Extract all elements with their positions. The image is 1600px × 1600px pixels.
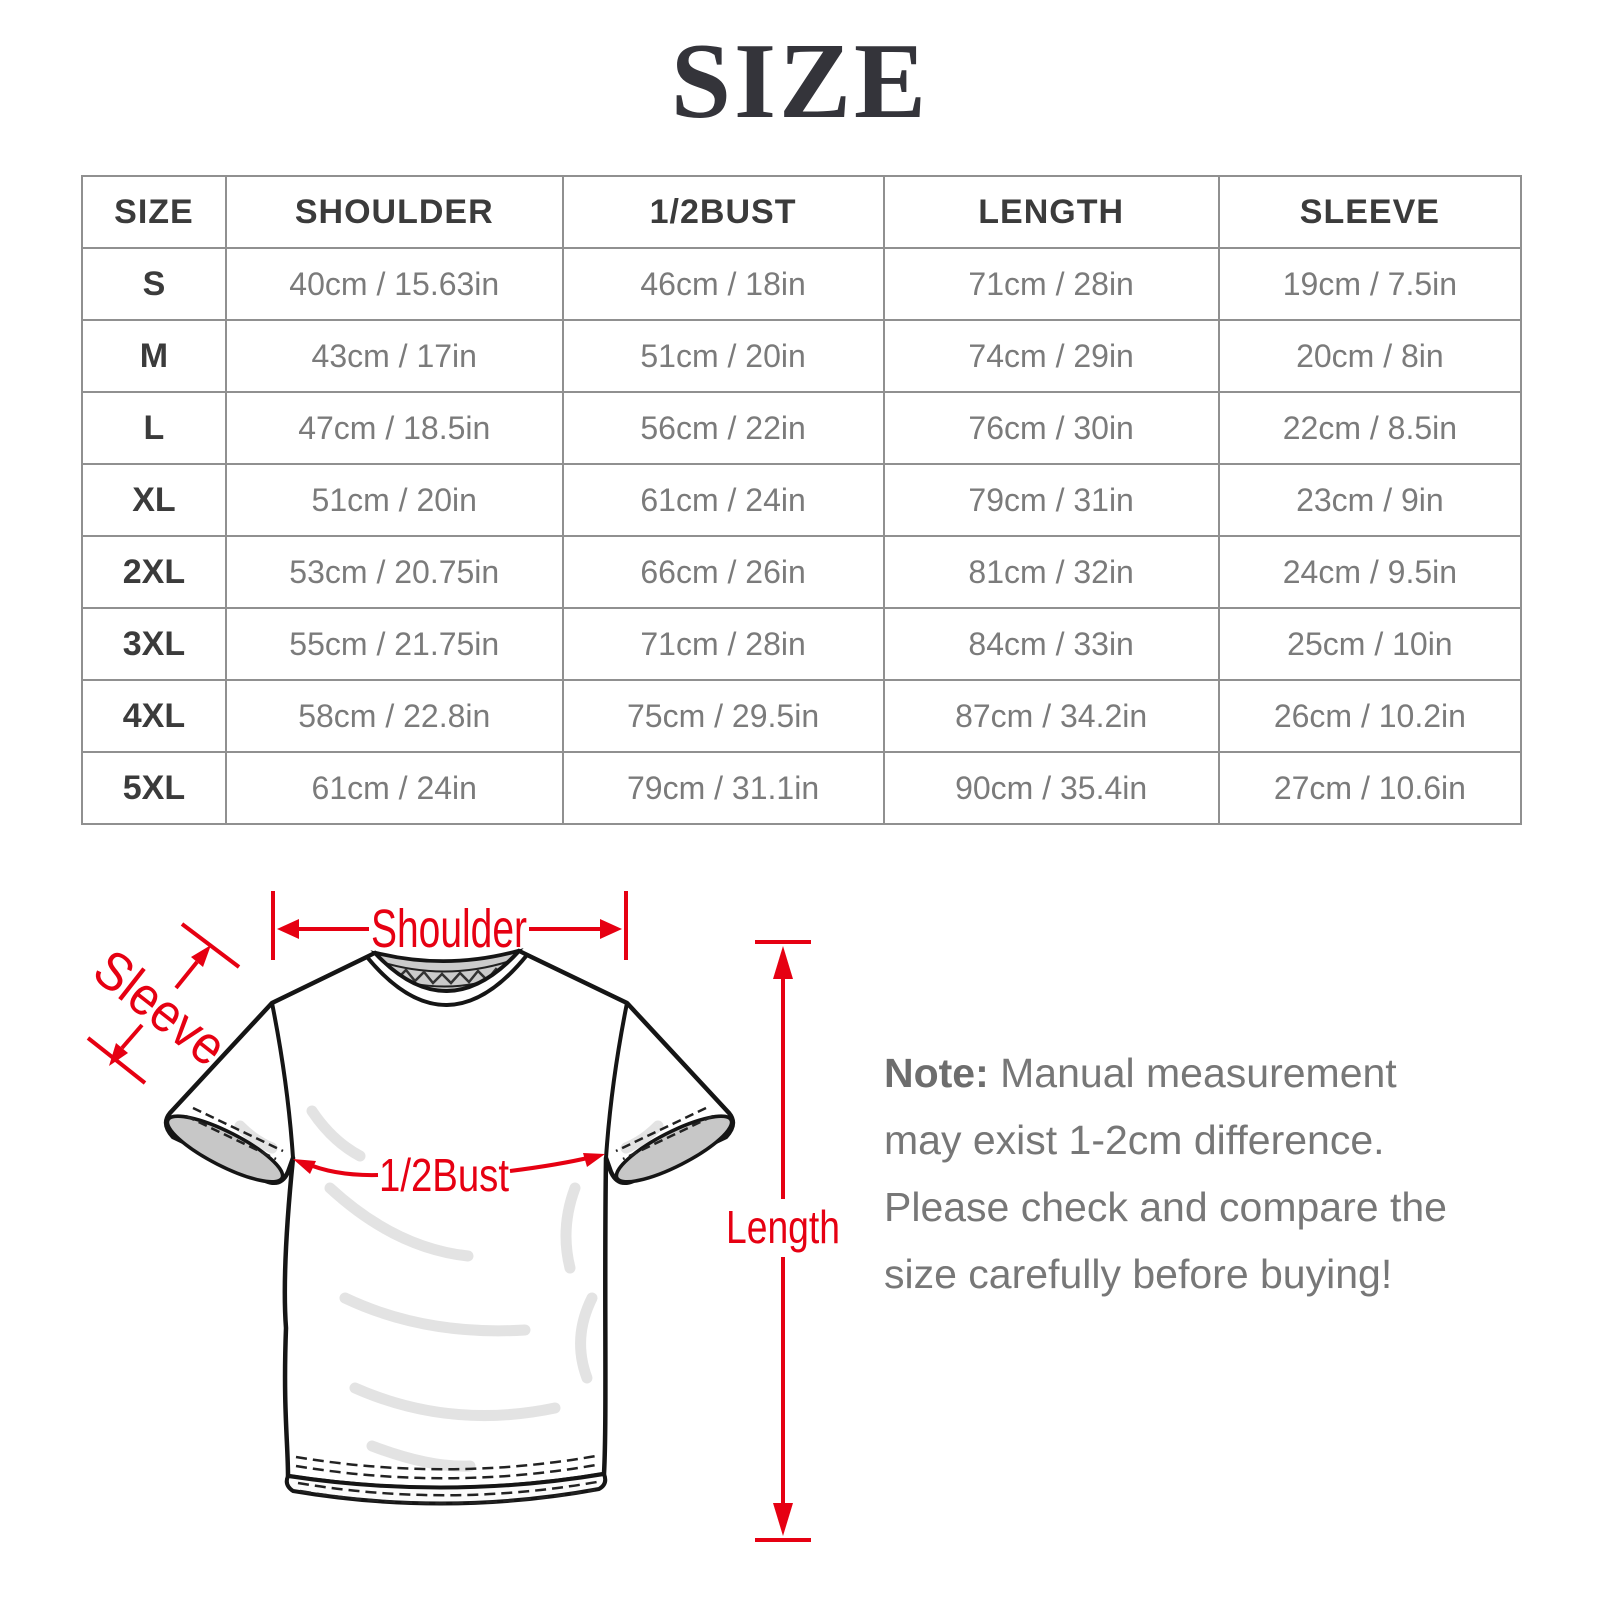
- hem-stitching: [295, 1454, 598, 1505]
- sleeve-cell: 23cm / 9in: [1217, 463, 1523, 537]
- bust-cell: 79cm / 31.1in: [561, 751, 885, 825]
- collar-band: [363, 948, 531, 1007]
- shoulder-cell: 47cm / 18.5in: [224, 391, 564, 465]
- sleeve-cell: 24cm / 9.5in: [1217, 535, 1523, 609]
- length-cell: 81cm / 32in: [882, 535, 1220, 609]
- size-cell: L: [81, 391, 227, 465]
- shoulder-cell: 58cm / 22.8in: [224, 679, 564, 753]
- bust-cell: 61cm / 24in: [561, 463, 885, 537]
- sleeve-measure: Sleeve: [82, 922, 241, 1085]
- size-table: SIZE SHOULDER 1/2BUST LENGTH SLEEVE S 40cm / …: [81, 175, 1523, 825]
- cuff-stitching: [185, 1106, 714, 1161]
- bust-cell: 66cm / 26in: [561, 535, 885, 609]
- bust-cell: 51cm / 20in: [561, 319, 885, 393]
- shoulder-cell: 53cm / 20.75in: [224, 535, 564, 609]
- armhole-seam-left: [270, 1002, 295, 1159]
- column-header: SLEEVE: [1217, 175, 1523, 249]
- length-cell: 74cm / 29in: [882, 319, 1220, 393]
- length-cell: 79cm / 31in: [882, 463, 1220, 537]
- table-row: 2XL 53cm / 20.75in 66cm / 26in 81cm / 32in 2…: [81, 535, 1523, 609]
- page-title: SIZE: [670, 22, 930, 141]
- size-cell: 2XL: [81, 535, 227, 609]
- size-cell: 4XL: [81, 679, 227, 753]
- sleeve-cell: 20cm / 8in: [1217, 319, 1523, 393]
- size-cell: 5XL: [81, 751, 227, 825]
- bust-cell: 71cm / 28in: [561, 607, 885, 681]
- length-cell: 84cm / 33in: [882, 607, 1220, 681]
- table-row: XL 51cm / 20in 61cm / 24in 79cm / 31in 23cm …: [81, 463, 1523, 537]
- shoulder-measure: Shoulder: [271, 891, 628, 960]
- note-label: Note:: [884, 1050, 989, 1096]
- bust-cell: 56cm / 22in: [561, 391, 885, 465]
- shoulder-measure-label: Shoulder: [371, 899, 527, 959]
- table-row: 5XL 61cm / 24in 79cm / 31.1in 90cm / 35.4in…: [81, 751, 1523, 825]
- size-diagram: Shoulder Sleeve 1/2Bust: [82, 891, 840, 1542]
- shoulder-cell: 55cm / 21.75in: [224, 607, 564, 681]
- table-row: S 40cm / 15.63in 46cm / 18in 71cm / 28in 19c…: [81, 247, 1523, 321]
- length-measure-label: Length: [726, 1201, 840, 1253]
- sleeve-cell: 27cm / 10.6in: [1217, 751, 1523, 825]
- hem-band: [284, 1471, 608, 1506]
- sleeve-cell: 26cm / 10.2in: [1217, 679, 1523, 753]
- length-cell: 87cm / 34.2in: [882, 679, 1220, 753]
- tshirt-graphic: [163, 948, 736, 1506]
- column-header: LENGTH: [882, 175, 1220, 249]
- note-text: Manual measurement may exist 1-2cm diffe…: [884, 1050, 1447, 1297]
- armhole-seam-right: [604, 1002, 629, 1159]
- measurement-note: Note: Manual measurement may exist 1-2cm…: [884, 1040, 1484, 1308]
- sleeve-cell: 19cm / 7.5in: [1217, 247, 1523, 321]
- bust-cell: 46cm / 18in: [561, 247, 885, 321]
- cuff-right: [614, 1114, 734, 1184]
- shoulder-cell: 40cm / 15.63in: [224, 247, 564, 321]
- table-row: 4XL 58cm / 22.8in 75cm / 29.5in 87cm / 34.2…: [81, 679, 1523, 753]
- table-row: L 47cm / 18.5in 56cm / 22in 76cm / 30in 22cm…: [81, 391, 1523, 465]
- length-measure: Length: [726, 940, 840, 1542]
- cuff-left: [165, 1114, 285, 1184]
- shoulder-cell: 61cm / 24in: [224, 751, 564, 825]
- size-cell: S: [81, 247, 227, 321]
- size-cell: XL: [81, 463, 227, 537]
- shoulder-cell: 43cm / 17in: [224, 319, 564, 393]
- column-header: SIZE: [81, 175, 227, 249]
- sleeve-measure-label: Sleeve: [82, 938, 237, 1078]
- sleeve-cell: 25cm / 10in: [1217, 607, 1523, 681]
- sleeve-cell: 22cm / 8.5in: [1217, 391, 1523, 465]
- table-header-row: SIZE SHOULDER 1/2BUST LENGTH SLEEVE: [81, 175, 1523, 249]
- tshirt-outline: [163, 948, 736, 1491]
- table-row: M 43cm / 17in 51cm / 20in 74cm / 29in 20cm /…: [81, 319, 1523, 393]
- bust-measure-label: 1/2Bust: [379, 1149, 509, 1201]
- length-cell: 90cm / 35.4in: [882, 751, 1220, 825]
- length-cell: 76cm / 30in: [882, 391, 1220, 465]
- length-cell: 71cm / 28in: [882, 247, 1220, 321]
- bust-measure: 1/2Bust: [293, 1149, 605, 1201]
- column-header: 1/2BUST: [561, 175, 885, 249]
- bust-cell: 75cm / 29.5in: [561, 679, 885, 753]
- column-header: SHOULDER: [224, 175, 564, 249]
- shoulder-cell: 51cm / 20in: [224, 463, 564, 537]
- size-cell: M: [81, 319, 227, 393]
- table-row: 3XL 55cm / 21.75in 71cm / 28in 84cm / 33in 2…: [81, 607, 1523, 681]
- size-cell: 3XL: [81, 607, 227, 681]
